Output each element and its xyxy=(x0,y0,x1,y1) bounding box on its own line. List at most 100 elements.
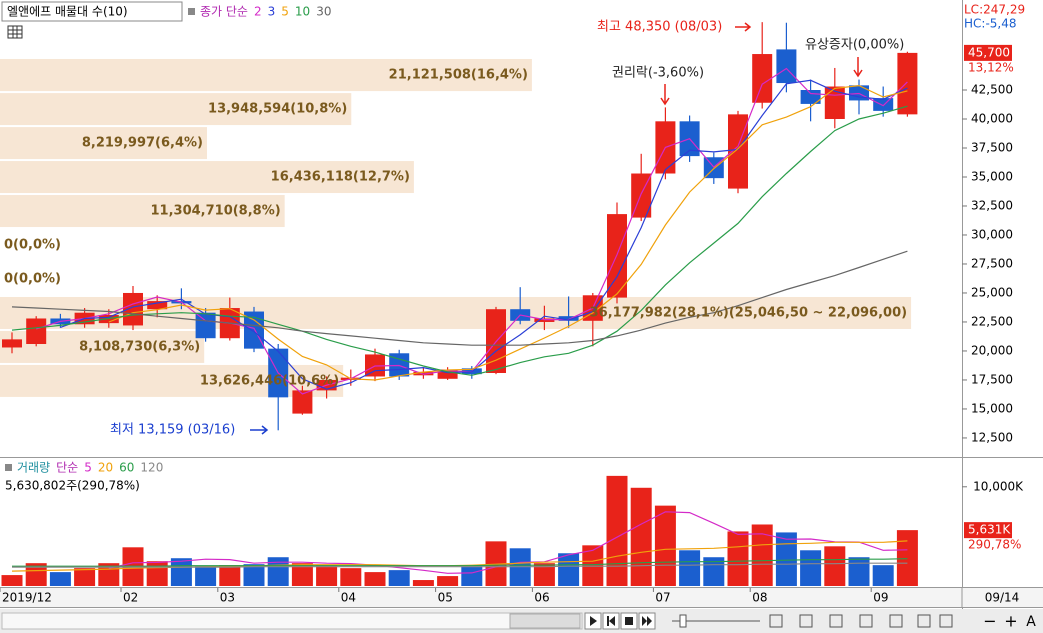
legend-entry: 60 xyxy=(119,461,134,475)
annotation: 최고 48,350 (08/03) xyxy=(597,20,722,35)
title-box xyxy=(1,1,183,22)
tool-icon[interactable] xyxy=(917,614,931,628)
legend-entry: 10 xyxy=(295,5,310,19)
legend-entry: 거래량 xyxy=(17,461,50,475)
volume-profile-label: 36,177,982(28,1%)(25,046,50 ~ 22,096,00) xyxy=(590,305,907,320)
ma-line xyxy=(12,562,908,568)
volume-bar xyxy=(533,563,555,586)
annotation: 최저 13,159 (03/16) xyxy=(110,423,235,438)
nav-buttons xyxy=(584,612,953,630)
ma-line xyxy=(11,105,908,376)
volume-profile-label: 13,626,446(10,6%) xyxy=(200,373,339,388)
volume-bar xyxy=(74,568,96,586)
tool-icon[interactable] xyxy=(859,614,873,628)
tool-icon[interactable] xyxy=(799,614,813,628)
tool-icon[interactable] xyxy=(889,614,903,628)
volume-bar xyxy=(654,505,676,586)
volume-bar xyxy=(824,546,846,586)
annotation-arrow xyxy=(853,57,863,78)
y-tick-label: 10,000K xyxy=(973,479,1024,493)
tool-icon[interactable] xyxy=(829,614,843,628)
volume-profile-label: 0(0,0%) xyxy=(4,238,61,253)
annotation: 유상증자(0,00%) xyxy=(805,38,904,53)
zoom-out-button[interactable]: − xyxy=(983,612,996,631)
y-tick-label: 32,500 xyxy=(971,198,1013,212)
volume-bar xyxy=(679,550,701,586)
y-tick-label: 15,000 xyxy=(971,401,1013,415)
volume-bar xyxy=(558,553,580,586)
volume-bar xyxy=(872,565,894,586)
volume-profile-label: 8,108,730(6,3%) xyxy=(79,339,200,354)
volume-bar xyxy=(25,563,47,586)
price-tag-label: 45,700 xyxy=(968,45,1010,59)
volume-bar xyxy=(146,561,168,586)
y-tick-label: 35,000 xyxy=(971,169,1013,183)
scrollbar-track[interactable] xyxy=(1,612,583,630)
icon xyxy=(625,617,633,625)
y-tick-label: 40,000 xyxy=(971,111,1013,125)
volume-bar xyxy=(195,566,217,586)
volume-bar xyxy=(896,530,918,586)
volume-bar xyxy=(775,532,797,586)
x-tick-label: 06 xyxy=(534,591,549,605)
y-tick-label: 25,000 xyxy=(971,285,1013,299)
table-icon xyxy=(7,25,23,39)
volume-profile-band xyxy=(0,127,208,160)
volume-bar xyxy=(630,487,652,586)
price-tag xyxy=(964,44,1012,61)
volume-bar xyxy=(316,565,338,586)
y-tick-label: 17,500 xyxy=(971,372,1013,386)
volume-bar xyxy=(727,531,749,586)
candle-body xyxy=(558,316,579,321)
legend-entry: 120 xyxy=(140,461,163,475)
x-axis-strip xyxy=(0,588,1043,608)
volume-profile-label: 21,121,508(16,4%) xyxy=(389,68,528,83)
candle-body xyxy=(534,318,555,322)
tool-icon[interactable] xyxy=(939,614,953,628)
candle-body xyxy=(26,318,47,345)
current-date: 09/14 xyxy=(985,591,1020,605)
annotation: 권리락(-3,60%) xyxy=(612,66,704,81)
volume-bar xyxy=(340,568,362,586)
ma-line xyxy=(11,250,908,346)
zoom-handle[interactable] xyxy=(679,614,687,628)
lc-label: LC:247,29 xyxy=(964,3,1025,17)
candle-body xyxy=(897,52,918,115)
tool-icon[interactable] xyxy=(769,614,783,628)
candle-body xyxy=(752,54,773,103)
y-tick-label: 27,500 xyxy=(971,256,1013,270)
chart-title: 엘앤에프 매물대 수(10) xyxy=(7,5,128,19)
y-tick-label: 42,500 xyxy=(971,83,1013,97)
volume-bar xyxy=(1,575,23,586)
x-tick-label: 03 xyxy=(220,591,235,605)
font-button[interactable]: A xyxy=(1026,614,1036,630)
annotation-arrow xyxy=(735,22,752,32)
legend-swatch xyxy=(5,464,12,471)
zoom-in-button[interactable]: + xyxy=(1004,612,1017,631)
hc-label: HC:-5,48 xyxy=(964,17,1017,31)
candle-body xyxy=(2,339,22,348)
volume-bar xyxy=(267,557,289,586)
candle-body xyxy=(873,98,894,111)
volume-tag-label: 5,631K xyxy=(968,523,1011,537)
x-tick-label: 2019/12 xyxy=(2,591,52,605)
volume-bar xyxy=(291,563,313,586)
volume-profile-band xyxy=(0,93,352,126)
icon[interactable] xyxy=(7,25,23,39)
volume-bar xyxy=(243,564,265,586)
volume-bar xyxy=(219,565,241,586)
icon xyxy=(590,616,597,626)
x-tick-label: 09 xyxy=(873,591,888,605)
volume-bar xyxy=(388,570,410,586)
annotation-arrow xyxy=(250,425,269,435)
volume-bar xyxy=(800,550,822,586)
volume-bar xyxy=(49,572,71,586)
legend-entry: 5 xyxy=(281,5,289,19)
ma-line xyxy=(108,84,908,381)
volume-profile-label: 16,436,118(12,7%) xyxy=(271,170,410,185)
scrollbar-thumb[interactable] xyxy=(509,613,581,629)
candle-body xyxy=(437,369,458,379)
y-tick-label: 30,000 xyxy=(971,227,1013,241)
candle-body xyxy=(147,301,168,310)
